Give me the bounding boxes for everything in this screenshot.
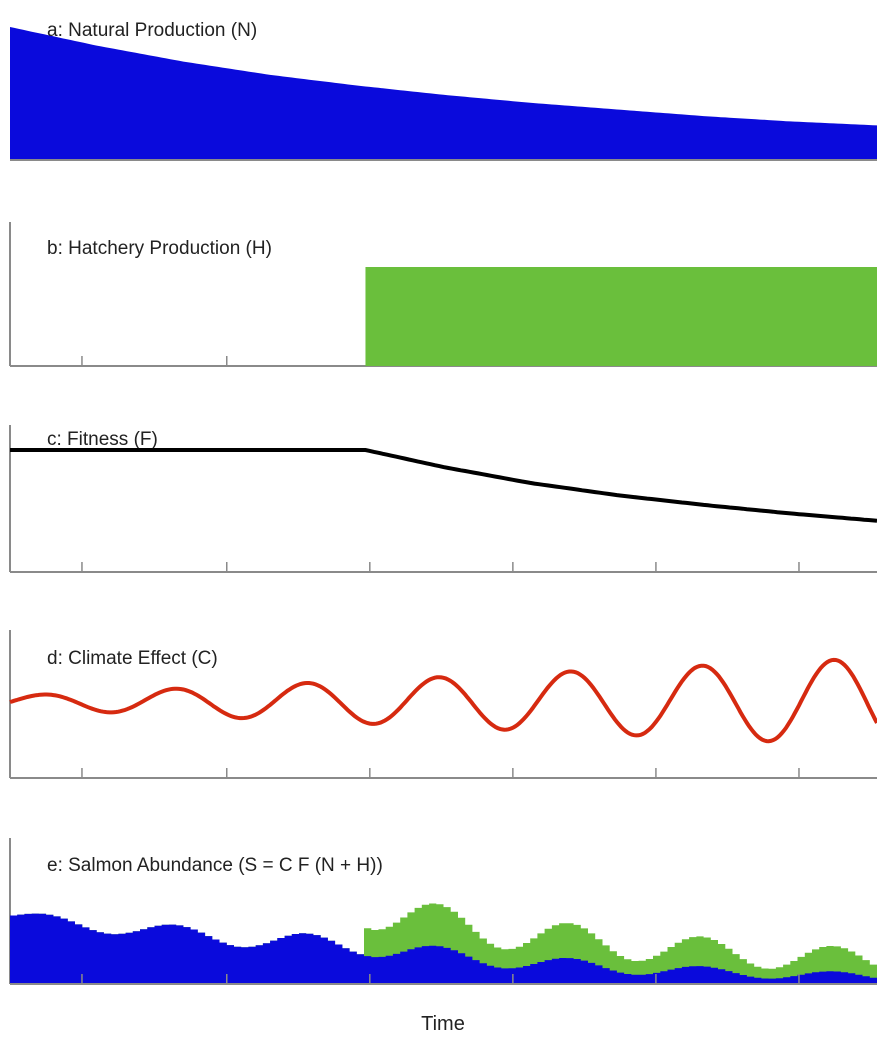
fitness-line xyxy=(10,448,877,523)
natural-production-area xyxy=(10,27,877,160)
panel-c-ticks xyxy=(81,562,800,572)
panel-e-title: e: Salmon Abundance (S = C F (N + H)) xyxy=(47,855,383,876)
panel-b-title: b: Hatchery Production (H) xyxy=(47,238,272,259)
climate-effect-line xyxy=(9,657,877,744)
panel-d-ticks xyxy=(81,768,800,778)
panel-d-title: d: Climate Effect (C) xyxy=(47,648,218,669)
salmon-natural-area xyxy=(10,913,877,984)
panel-climate-effect: d: Climate Effect (C) xyxy=(9,630,877,779)
panel-b-ticks xyxy=(81,356,228,366)
x-axis-label: Time xyxy=(421,1013,465,1035)
panel-e-ticks xyxy=(81,974,800,984)
panel-c-title: c: Fitness (F) xyxy=(47,429,158,450)
panel-natural-production: a: Natural Production (N) xyxy=(10,20,877,161)
panel-hatchery-production: b: Hatchery Production (H) xyxy=(9,222,877,367)
panel-a-title: a: Natural Production (N) xyxy=(47,20,257,41)
panel-fitness: c: Fitness (F) xyxy=(9,425,877,573)
panel-salmon-abundance: e: Salmon Abundance (S = C F (N + H)) Ti… xyxy=(9,838,877,1035)
hatchery-production-area xyxy=(365,267,877,366)
